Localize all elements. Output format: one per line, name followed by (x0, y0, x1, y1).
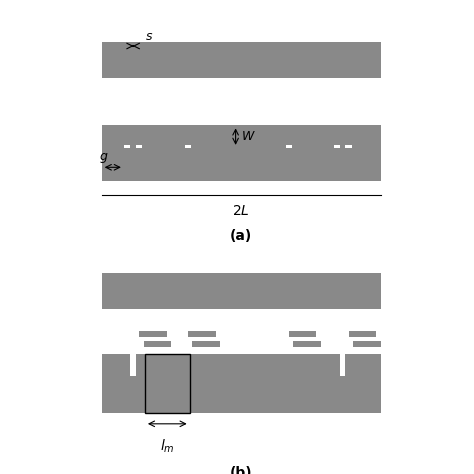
Bar (293, 344, 297, 347)
Bar (137, 42, 143, 181)
Bar (353, 383, 381, 390)
Bar (137, 273, 143, 413)
Bar (348, 393, 376, 399)
Bar (289, 393, 317, 399)
Bar (285, 273, 292, 413)
Bar (293, 383, 320, 390)
Bar (102, 42, 381, 78)
Bar (144, 344, 148, 347)
Text: $2L$: $2L$ (232, 203, 250, 218)
Bar (143, 354, 185, 376)
Bar (285, 310, 292, 354)
Bar (191, 126, 285, 148)
Bar (185, 310, 191, 354)
Bar (137, 145, 143, 148)
Bar (124, 310, 130, 354)
Text: $s$: $s$ (145, 30, 153, 43)
Bar (346, 273, 352, 413)
Bar (124, 78, 130, 126)
Bar (352, 354, 381, 376)
Bar (289, 331, 317, 337)
Bar (185, 42, 191, 181)
Bar (353, 344, 357, 347)
Bar (144, 341, 172, 347)
Bar (192, 341, 220, 347)
Bar (346, 78, 352, 126)
Text: $g$: $g$ (99, 151, 109, 164)
Bar (145, 354, 190, 413)
Bar (124, 145, 130, 148)
Bar (185, 78, 191, 126)
Bar (334, 310, 340, 354)
Bar (188, 393, 216, 399)
Bar (285, 78, 292, 126)
Bar (102, 145, 381, 181)
Bar (102, 273, 381, 310)
Bar (192, 383, 220, 390)
Bar (292, 126, 334, 148)
Text: $W$: $W$ (241, 130, 256, 143)
Bar (143, 126, 185, 148)
Bar (334, 42, 340, 181)
Bar (144, 383, 172, 390)
Text: $l_m$: $l_m$ (160, 438, 174, 455)
Bar (139, 393, 167, 399)
Bar (348, 331, 376, 337)
Text: (b): (b) (230, 465, 253, 474)
Bar (137, 78, 143, 126)
Bar (346, 145, 352, 148)
Bar (334, 145, 340, 148)
Bar (293, 341, 320, 347)
Bar (124, 42, 130, 181)
Bar (334, 78, 340, 126)
Bar (192, 344, 197, 347)
Bar (102, 354, 124, 376)
Bar (124, 273, 130, 413)
Bar (346, 42, 352, 181)
Bar (139, 331, 167, 337)
Bar (353, 341, 381, 347)
Bar (102, 376, 381, 413)
Bar (102, 126, 124, 148)
Bar (102, 126, 381, 148)
Text: (a): (a) (230, 228, 252, 243)
Bar (188, 331, 216, 337)
Bar (185, 273, 191, 413)
Bar (334, 273, 340, 413)
Bar (137, 310, 143, 354)
Bar (185, 145, 191, 148)
Bar (352, 126, 381, 148)
Bar (191, 354, 285, 376)
Bar (292, 354, 334, 376)
Bar (285, 42, 292, 181)
Bar (285, 145, 292, 148)
Bar (346, 310, 352, 354)
